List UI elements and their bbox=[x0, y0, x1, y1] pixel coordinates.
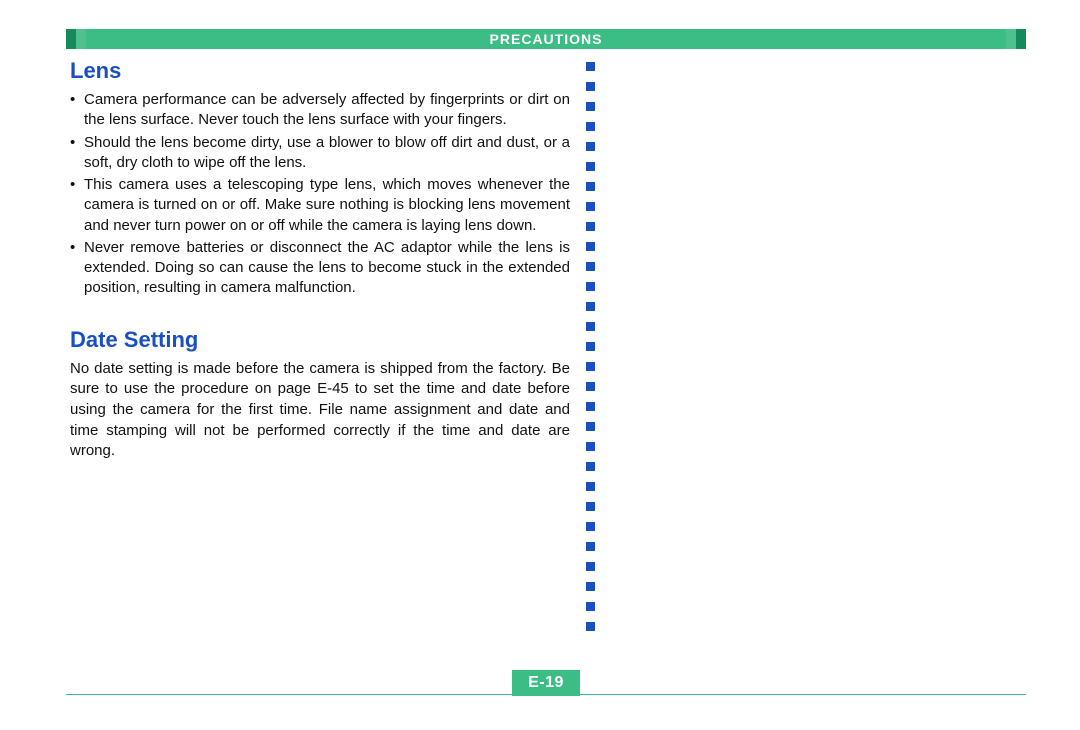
page-number-badge: E-19 bbox=[512, 670, 580, 696]
divider-dot bbox=[586, 402, 595, 411]
section-title-date: Date Setting bbox=[70, 327, 570, 353]
divider-dot bbox=[586, 482, 595, 491]
header-accent-right-dark bbox=[1016, 29, 1026, 49]
divider-dot bbox=[586, 302, 595, 311]
divider-dot bbox=[586, 422, 595, 431]
date-body: No date setting is made before the camer… bbox=[70, 359, 570, 462]
header-accent-left-dark bbox=[66, 29, 76, 49]
center-divider-dots bbox=[586, 62, 596, 631]
page-number: E-19 bbox=[528, 674, 564, 692]
lens-bullet-3: This camera uses a telescoping type lens… bbox=[70, 175, 570, 236]
divider-dot bbox=[586, 222, 595, 231]
divider-dot bbox=[586, 202, 595, 211]
divider-dot bbox=[586, 322, 595, 331]
divider-dot bbox=[586, 142, 595, 151]
divider-dot bbox=[586, 622, 595, 631]
content-column: Lens Camera performance can be adversely… bbox=[70, 58, 570, 462]
header-main: PRECAUTIONS bbox=[86, 29, 1006, 49]
header-accent-left-light bbox=[76, 29, 86, 49]
lens-bullet-4: Never remove batteries or disconnect the… bbox=[70, 238, 570, 299]
header-title: PRECAUTIONS bbox=[490, 31, 603, 47]
divider-dot bbox=[586, 282, 595, 291]
lens-bullet-1: Camera performance can be adversely affe… bbox=[70, 90, 570, 131]
divider-dot bbox=[586, 442, 595, 451]
divider-dot bbox=[586, 182, 595, 191]
divider-dot bbox=[586, 462, 595, 471]
divider-dot bbox=[586, 542, 595, 551]
divider-dot bbox=[586, 242, 595, 251]
divider-dot bbox=[586, 62, 595, 71]
section-title-lens: Lens bbox=[70, 58, 570, 84]
divider-dot bbox=[586, 382, 595, 391]
lens-bullet-2: Should the lens become dirty, use a blow… bbox=[70, 133, 570, 174]
lens-bullet-list: Camera performance can be adversely affe… bbox=[70, 90, 570, 299]
footer: E-19 bbox=[66, 670, 1026, 696]
divider-dot bbox=[586, 82, 595, 91]
divider-dot bbox=[586, 162, 595, 171]
divider-dot bbox=[586, 122, 595, 131]
divider-dot bbox=[586, 362, 595, 371]
header-accent-right-light bbox=[1006, 29, 1016, 49]
divider-dot bbox=[586, 502, 595, 511]
divider-dot bbox=[586, 262, 595, 271]
divider-dot bbox=[586, 562, 595, 571]
divider-dot bbox=[586, 602, 595, 611]
divider-dot bbox=[586, 102, 595, 111]
divider-dot bbox=[586, 522, 595, 531]
manual-page: PRECAUTIONS Lens Camera performance can … bbox=[0, 0, 1080, 730]
divider-dot bbox=[586, 582, 595, 591]
divider-dot bbox=[586, 342, 595, 351]
header-bar: PRECAUTIONS bbox=[66, 29, 1026, 49]
